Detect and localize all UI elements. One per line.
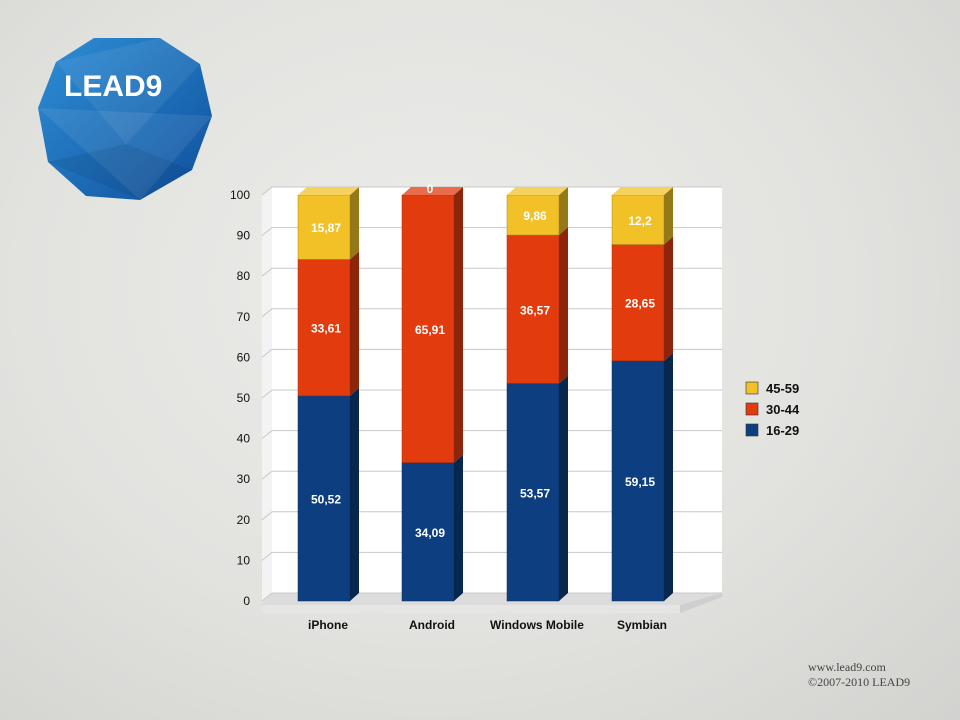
- y-tick-label: 40: [237, 432, 251, 446]
- bar-side-30-44: [454, 187, 463, 463]
- bar-segment-16-29: [506, 383, 560, 602]
- data-label: 50,52: [311, 492, 341, 506]
- chart-floor-edge: [680, 593, 722, 613]
- bar-segment-45-59: [611, 194, 665, 245]
- legend-label: 16-29: [766, 423, 799, 438]
- bar-side-16-29: [454, 454, 463, 601]
- x-tick-label: iPhone: [308, 618, 348, 632]
- bar-side-30-44: [350, 251, 359, 396]
- bar-segment-30-44: [297, 259, 351, 397]
- lead9-logo: LEAD9: [36, 34, 214, 204]
- y-tick-label: 50: [237, 391, 251, 405]
- y-tick-label: 0: [243, 594, 250, 608]
- data-label: 15,87: [311, 221, 341, 235]
- x-tick-label: Windows Mobile: [490, 618, 584, 632]
- chart-floor-front: [262, 605, 680, 613]
- footer-copyright: ©2007-2010 LEAD9: [808, 675, 911, 689]
- y-tick-label: 20: [237, 513, 251, 527]
- data-label: 36,57: [520, 303, 550, 317]
- bar-segment-16-29: [401, 462, 455, 602]
- bar-segment-30-44: [401, 194, 455, 463]
- bar-segment-45-59: [297, 194, 351, 260]
- bar-segment-16-29: [611, 360, 665, 602]
- y-tick-label: 90: [237, 229, 251, 243]
- y-tick-label: 30: [237, 472, 251, 486]
- bar-top: [612, 187, 673, 195]
- bar-top: [298, 187, 359, 195]
- legend-label: 45-59: [766, 381, 799, 396]
- y-tick-label: 70: [237, 310, 251, 324]
- y-tick-label: 100: [230, 188, 250, 202]
- gridline: [261, 470, 722, 480]
- data-label: 53,57: [520, 486, 550, 500]
- bar-side-16-29: [350, 387, 359, 601]
- gridline: [261, 348, 722, 358]
- chart-floor: [262, 593, 722, 605]
- footer: www.lead9.com ©2007-2010 LEAD9: [808, 660, 910, 690]
- gridline: [261, 389, 722, 399]
- bar-top: [507, 187, 568, 195]
- data-label: 28,65: [625, 297, 655, 311]
- data-label: 65,91: [415, 323, 445, 337]
- bar-side-30-44: [664, 236, 673, 361]
- legend-swatch-16-29: [745, 423, 759, 437]
- data-label: 34,09: [415, 526, 445, 540]
- gridline: [261, 227, 722, 236]
- data-label: 33,61: [311, 322, 341, 336]
- data-label: 12,2: [628, 214, 652, 228]
- y-tick-label: 80: [237, 269, 251, 283]
- x-tick-label: Android: [409, 618, 455, 632]
- footer-url: www.lead9.com: [808, 660, 886, 674]
- bar-side-30-44: [559, 227, 568, 384]
- gridline: [261, 551, 722, 561]
- bar-side-45-59: [559, 187, 568, 236]
- x-tick-label: Symbian: [617, 618, 667, 632]
- gridline: [261, 186, 722, 196]
- bar-side-16-29: [664, 352, 673, 601]
- bar-side-16-29: [559, 375, 568, 601]
- data-label: 9,86: [523, 209, 547, 223]
- gridline: [261, 430, 722, 439]
- bar-segment-30-44: [506, 234, 560, 384]
- bar-segment-45-59: [506, 194, 560, 236]
- y-tick-label: 10: [237, 553, 251, 567]
- bar-side-45-59: [664, 187, 673, 245]
- gridline: [261, 511, 722, 521]
- gridline: [261, 308, 722, 318]
- legend-swatch-45-59: [745, 381, 759, 395]
- logo-text: LEAD9: [64, 70, 162, 103]
- bar-side-45-59: [350, 187, 359, 260]
- bar-segment-30-44: [611, 244, 665, 362]
- data-label: 0: [427, 182, 434, 196]
- data-label: 59,15: [625, 475, 655, 489]
- legend-label: 30-44: [766, 402, 800, 417]
- y-tick-label: 60: [237, 350, 251, 364]
- bar-top: [402, 187, 463, 195]
- gridline: [261, 267, 722, 277]
- gridline: [261, 592, 722, 602]
- legend-swatch-30-44: [745, 402, 759, 416]
